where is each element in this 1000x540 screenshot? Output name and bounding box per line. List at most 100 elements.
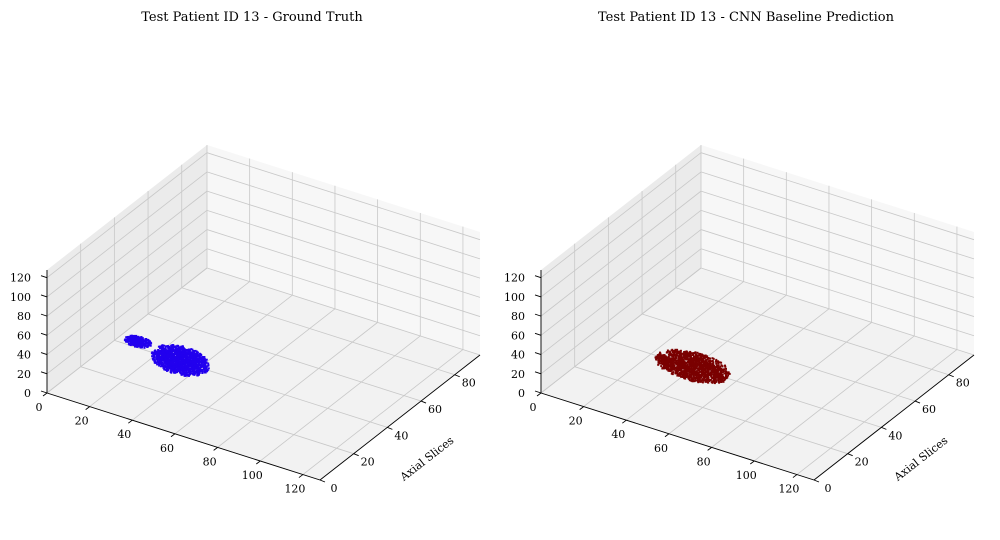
data-point (198, 359, 201, 362)
data-point (172, 348, 174, 351)
data-point (161, 346, 164, 349)
y-tick-mark (948, 374, 954, 378)
data-point (125, 340, 127, 343)
data-point (180, 367, 183, 370)
data-point (698, 368, 701, 371)
y-tick-mark (881, 426, 887, 430)
grid-line (302, 349, 464, 475)
data-point (709, 364, 712, 367)
y-tick-label: 0 (331, 482, 338, 495)
data-point (661, 354, 664, 357)
data-point (694, 366, 697, 369)
data-point (700, 363, 703, 366)
data-point (187, 360, 190, 363)
data-point (186, 362, 189, 365)
data-point (682, 361, 685, 364)
data-point (183, 350, 186, 353)
data-point (145, 338, 147, 340)
data-point (699, 355, 702, 358)
data-point (661, 355, 664, 358)
data-point (677, 369, 680, 372)
data-point (667, 353, 670, 356)
y-tick-mark (813, 479, 820, 483)
z-tick-label: 0 (518, 387, 525, 400)
grid-line (206, 248, 481, 337)
data-point (725, 371, 728, 374)
data-point (185, 374, 188, 377)
data-point (173, 351, 176, 354)
data-point (704, 370, 707, 373)
data-point (168, 355, 171, 358)
data-point (701, 359, 704, 362)
data-point (678, 366, 681, 369)
data-point (715, 358, 718, 361)
data-point (716, 369, 719, 372)
data-point (171, 366, 174, 369)
data-point (163, 364, 166, 367)
data-point (159, 350, 161, 353)
z-tick-label: 60 (511, 329, 525, 342)
data-point (160, 344, 163, 347)
data-point (137, 338, 140, 340)
y-tick-mark (353, 453, 359, 457)
data-point (159, 351, 162, 354)
data-point (686, 367, 689, 370)
data-point (161, 349, 164, 352)
grid-line (540, 190, 702, 317)
data-point (675, 372, 678, 375)
data-point (671, 368, 674, 371)
data-point (153, 355, 156, 358)
grid-line (608, 339, 882, 428)
data-point (206, 370, 208, 373)
data-point (686, 351, 689, 354)
data-point (720, 381, 723, 383)
data-point (673, 368, 676, 371)
data-point (699, 361, 702, 364)
y-tick-mark (420, 400, 427, 404)
y-tick-mark (847, 453, 853, 457)
data-point (704, 354, 707, 357)
data-point (201, 356, 204, 359)
data-point (203, 358, 206, 361)
grid-line (540, 267, 702, 394)
data-point (707, 377, 710, 379)
data-point (669, 357, 672, 360)
data-point (181, 370, 184, 373)
data-point (703, 354, 705, 357)
back-pane (207, 145, 480, 355)
data-point (188, 358, 191, 361)
data-point (161, 363, 164, 366)
data-point (674, 348, 677, 351)
data-point (173, 357, 176, 360)
data-point (681, 375, 684, 378)
data-point (180, 357, 183, 360)
data-point (697, 373, 700, 376)
grid-line (540, 152, 702, 279)
data-point (186, 349, 189, 352)
data-point (662, 367, 665, 370)
data-point (711, 359, 714, 362)
data-point (127, 336, 130, 339)
data-point (198, 372, 201, 374)
data-point (148, 342, 150, 345)
data-point (672, 371, 675, 374)
data-point (189, 370, 191, 373)
z-tick-mark (534, 390, 542, 394)
z-tick-mark (534, 313, 542, 317)
data-point (715, 362, 718, 365)
data-point (679, 356, 681, 359)
data-point (157, 360, 160, 363)
data-point (201, 359, 204, 361)
data-point (720, 374, 722, 377)
data-point (182, 355, 185, 357)
data-point (689, 351, 692, 354)
data-point (706, 355, 709, 358)
data-point (141, 337, 144, 340)
y-axis-line (813, 354, 975, 481)
data-point (664, 355, 667, 358)
grid-line (540, 248, 702, 375)
data-point (155, 361, 158, 364)
grid-line (46, 210, 208, 336)
data-point (129, 338, 131, 341)
data-point (173, 353, 176, 356)
